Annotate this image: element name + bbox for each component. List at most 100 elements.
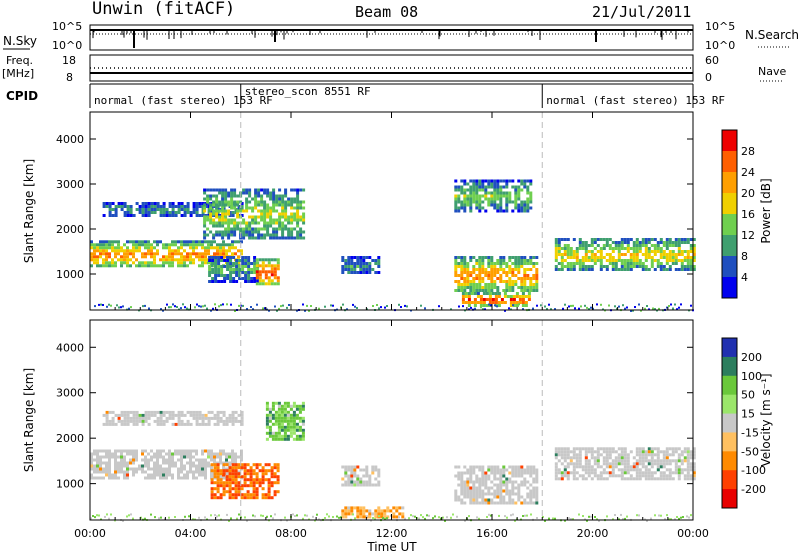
ground-scatter-cell <box>654 308 656 311</box>
heatmap-cell <box>529 474 533 478</box>
heatmap-cell <box>529 489 533 493</box>
heatmap-cell <box>524 295 528 298</box>
heatmap-cell <box>596 259 600 262</box>
heatmap-cell <box>611 465 615 469</box>
heatmap-cell <box>505 179 509 183</box>
heatmap-cell <box>463 259 467 262</box>
heatmap-cell <box>575 447 579 451</box>
heatmap-cell <box>475 203 479 207</box>
heatmap-cell <box>117 467 120 471</box>
heatmap-cell <box>526 197 530 201</box>
heatmap-cell <box>162 255 165 259</box>
heatmap-cell <box>284 236 288 240</box>
heatmap-cell <box>233 233 237 237</box>
heatmap-cell <box>246 490 250 494</box>
heatmap-cell <box>505 262 509 265</box>
ground-scatter-cell <box>130 306 132 309</box>
heatmap-cell <box>210 452 213 456</box>
heatmap-cell <box>189 261 192 265</box>
heatmap-cell <box>255 463 259 467</box>
ground-scatter-cell <box>668 305 670 307</box>
heatmap-cell <box>195 205 199 208</box>
heatmap-cell <box>162 261 165 265</box>
heatmap-cell <box>487 265 491 268</box>
heatmap-cell <box>171 458 174 462</box>
heatmap-cell <box>165 458 168 462</box>
heatmap-cell <box>523 209 527 213</box>
heatmap-cell <box>641 471 645 475</box>
heatmap-cell <box>689 244 693 247</box>
heatmap-cell <box>499 274 503 277</box>
heatmap-cell <box>248 233 252 237</box>
heatmap-cell <box>496 185 500 189</box>
heatmap-cell <box>226 277 230 280</box>
heatmap-cell <box>692 265 696 268</box>
heatmap-cell <box>272 191 276 195</box>
heatmap-cell <box>532 274 536 277</box>
heatmap-cell <box>569 462 573 466</box>
heatmap-cell <box>668 238 672 241</box>
heatmap-cell <box>144 208 148 211</box>
heatmap-cell <box>268 416 272 420</box>
heatmap-cell <box>214 274 218 277</box>
heatmap-cell <box>460 486 464 490</box>
heatmap-cell <box>96 246 99 250</box>
heatmap-cell <box>617 453 621 457</box>
ground-scatter-cell <box>668 518 670 521</box>
heatmap-cell <box>270 282 274 286</box>
ground-scatter-cell <box>278 307 280 310</box>
heatmap-cell <box>635 447 639 451</box>
ground-scatter-cell <box>218 514 220 517</box>
heatmap-cell <box>572 462 576 466</box>
heatmap-cell <box>248 188 252 192</box>
heatmap-cell <box>641 474 645 478</box>
heatmap-cell <box>475 486 479 490</box>
heatmap-cell <box>120 258 123 262</box>
heatmap-cell <box>523 268 527 271</box>
heatmap-cell <box>650 459 654 463</box>
heatmap-cell <box>611 462 615 466</box>
heatmap-cell <box>269 218 273 222</box>
heatmap-cell <box>206 215 210 219</box>
heatmap-cell <box>150 476 153 480</box>
heatmap-cell <box>123 211 127 214</box>
heatmap-cell <box>270 273 274 277</box>
heatmap-cell <box>141 240 144 244</box>
heatmap-cell <box>692 247 696 250</box>
heatmap-cell <box>463 262 467 265</box>
heatmap-cell <box>228 419 232 423</box>
heatmap-cell <box>692 256 696 259</box>
heatmap-cell <box>220 280 224 283</box>
heatmap-cell <box>289 431 293 435</box>
heatmap-cell <box>620 268 624 271</box>
heatmap-cell <box>242 188 246 192</box>
heatmap-cell <box>249 466 253 470</box>
heatmap-cell <box>481 200 485 204</box>
heatmap-cell <box>581 247 585 250</box>
heatmap-cell <box>623 268 627 271</box>
ground-scatter-cell <box>158 517 160 520</box>
heatmap-cell <box>301 407 305 411</box>
heatmap-cell <box>123 422 127 426</box>
heatmap-cell <box>584 459 588 463</box>
heatmap-cell <box>258 478 262 482</box>
ground-scatter-cell <box>288 304 290 306</box>
ground-scatter-cell <box>318 307 320 310</box>
heatmap-cell <box>180 419 184 423</box>
heatmap-cell <box>493 468 497 472</box>
heatmap-cell <box>284 203 288 207</box>
heatmap-cell <box>147 464 150 468</box>
heatmap-cell <box>114 249 117 253</box>
heatmap-cell <box>517 489 521 493</box>
heatmap-cell <box>168 264 171 268</box>
heatmap-cell <box>463 480 467 484</box>
heatmap-cell <box>275 221 279 225</box>
heatmap-cell <box>508 498 512 502</box>
heatmap-cell <box>257 200 261 204</box>
heatmap-cell <box>490 492 494 496</box>
heatmap-cell <box>487 486 491 490</box>
heatmap-cell <box>147 452 150 456</box>
heatmap-cell <box>210 240 213 244</box>
heatmap-cell <box>207 455 210 459</box>
ground-scatter-cell <box>578 513 580 516</box>
